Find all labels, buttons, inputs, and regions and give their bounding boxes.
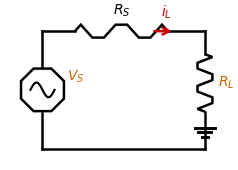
- Text: $R_L$: $R_L$: [218, 75, 234, 91]
- Polygon shape: [21, 69, 64, 111]
- Text: $i_L$: $i_L$: [161, 3, 172, 21]
- Text: $V_S$: $V_S$: [67, 69, 84, 85]
- Text: $R_S$: $R_S$: [113, 3, 130, 19]
